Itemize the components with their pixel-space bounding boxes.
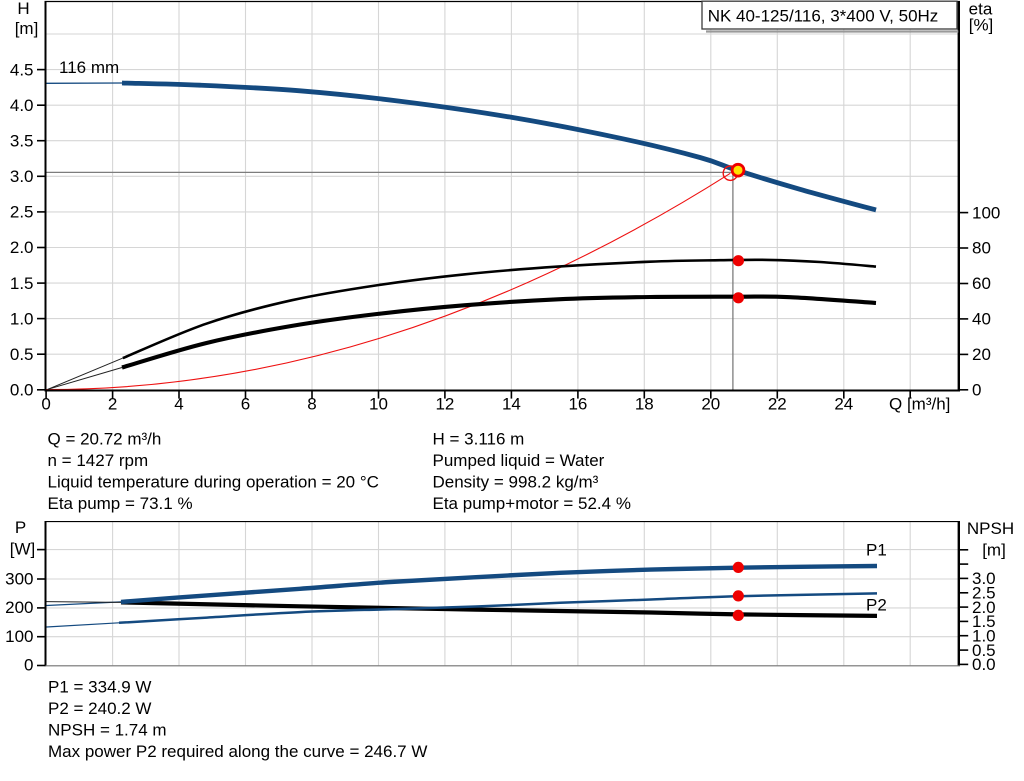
svg-text:Eta pump = 73.1 %: Eta pump = 73.1 % — [48, 494, 193, 513]
svg-text:H = 3.116 m: H = 3.116 m — [433, 429, 525, 448]
svg-text:3.5: 3.5 — [10, 131, 34, 150]
svg-text:H: H — [17, 0, 29, 18]
svg-text:0: 0 — [41, 395, 50, 414]
svg-text:8: 8 — [307, 395, 316, 414]
svg-text:20: 20 — [701, 395, 720, 414]
svg-text:[m]: [m] — [982, 540, 1006, 559]
svg-text:NPSH: NPSH — [967, 519, 1014, 538]
svg-text:116 mm: 116 mm — [59, 58, 119, 77]
svg-text:4: 4 — [174, 395, 183, 414]
svg-text:3.0: 3.0 — [10, 167, 34, 186]
svg-text:18: 18 — [635, 395, 654, 414]
svg-text:0.0: 0.0 — [10, 381, 34, 400]
svg-text:40: 40 — [972, 310, 991, 329]
svg-text:80: 80 — [972, 239, 991, 258]
svg-text:Liquid temperature during oper: Liquid temperature during operation = 20… — [48, 472, 379, 491]
svg-text:P: P — [15, 518, 26, 537]
svg-text:1.0: 1.0 — [10, 309, 34, 328]
svg-text:14: 14 — [502, 395, 521, 414]
svg-text:1.5: 1.5 — [10, 274, 34, 293]
svg-text:eta: eta — [969, 0, 993, 19]
svg-text:4.0: 4.0 — [10, 96, 34, 115]
svg-text:Density = 998.2 kg/m³: Density = 998.2 kg/m³ — [433, 472, 599, 491]
svg-text:4.5: 4.5 — [10, 60, 34, 79]
svg-text:20: 20 — [972, 345, 991, 364]
svg-text:P2 = 240.2 W: P2 = 240.2 W — [48, 699, 151, 718]
svg-text:2.0: 2.0 — [10, 238, 34, 257]
svg-text:1.0: 1.0 — [972, 626, 996, 645]
svg-text:0: 0 — [24, 656, 33, 675]
svg-text:100: 100 — [5, 627, 33, 646]
svg-text:Pumped liquid = Water: Pumped liquid = Water — [433, 451, 605, 470]
svg-text:P2: P2 — [866, 596, 887, 615]
svg-text:12: 12 — [435, 395, 454, 414]
svg-text:P1: P1 — [866, 540, 887, 559]
svg-text:2.5: 2.5 — [972, 584, 996, 603]
svg-text:22: 22 — [768, 395, 787, 414]
svg-text:10: 10 — [369, 395, 388, 414]
svg-text:16: 16 — [568, 395, 587, 414]
svg-text:NPSH = 1.74 m: NPSH = 1.74 m — [48, 721, 167, 740]
svg-text:Max power P2 required along th: Max power P2 required along the curve = … — [48, 742, 427, 761]
svg-text:Eta pump+motor = 52.4 %: Eta pump+motor = 52.4 % — [433, 494, 631, 513]
svg-text:Q [m³/h]: Q [m³/h] — [889, 395, 950, 414]
svg-text:6: 6 — [241, 395, 250, 414]
svg-text:0.5: 0.5 — [10, 345, 34, 364]
svg-text:0.5: 0.5 — [972, 641, 996, 660]
svg-text:P1 = 334.9 W: P1 = 334.9 W — [48, 677, 151, 696]
svg-text:2.5: 2.5 — [10, 203, 34, 222]
svg-text:60: 60 — [972, 274, 991, 293]
svg-text:n = 1427 rpm: n = 1427 rpm — [48, 451, 149, 470]
svg-text:NK 40-125/116, 3*400 V, 50Hz: NK 40-125/116, 3*400 V, 50Hz — [708, 7, 939, 26]
svg-text:[m]: [m] — [15, 19, 39, 38]
svg-text:2: 2 — [108, 395, 117, 414]
svg-text:1.5: 1.5 — [972, 612, 996, 631]
svg-text:2.0: 2.0 — [972, 598, 996, 617]
svg-text:200: 200 — [5, 598, 33, 617]
svg-text:100: 100 — [972, 203, 1000, 222]
svg-text:24: 24 — [834, 395, 853, 414]
svg-text:300: 300 — [5, 569, 33, 588]
svg-text:3.0: 3.0 — [972, 569, 996, 588]
svg-text:Q = 20.72 m³/h: Q = 20.72 m³/h — [48, 429, 162, 448]
svg-text:0: 0 — [972, 381, 981, 400]
svg-text:0.0: 0.0 — [972, 655, 996, 674]
svg-text:[W]: [W] — [10, 539, 36, 558]
svg-text:[%]: [%] — [969, 16, 994, 35]
